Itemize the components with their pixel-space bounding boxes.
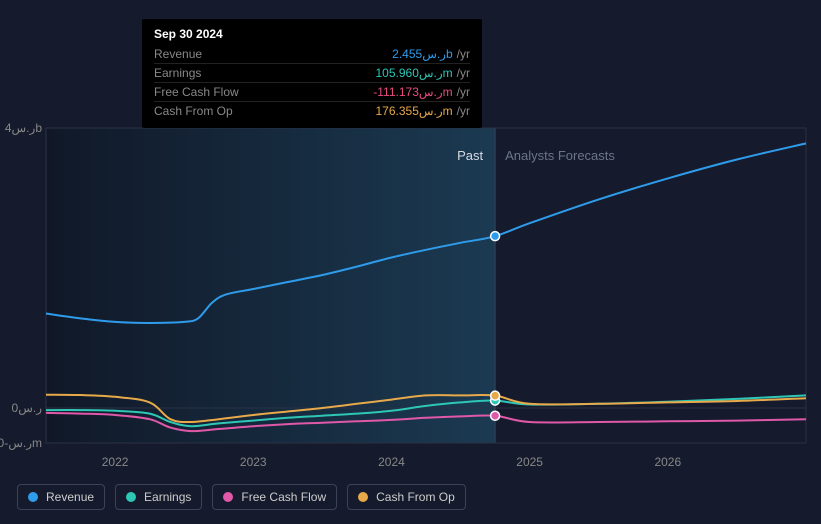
region-label-past: Past <box>457 148 483 163</box>
series-marker-fcf <box>491 411 500 420</box>
tooltip-metric-label: Free Cash Flow <box>154 85 264 99</box>
legend-item-fcf[interactable]: Free Cash Flow <box>212 484 337 510</box>
legend-label: Cash From Op <box>376 490 455 504</box>
series-marker-cfo <box>491 391 500 400</box>
legend-item-revenue[interactable]: Revenue <box>17 484 105 510</box>
chart-legend: Revenue Earnings Free Cash Flow Cash From O… <box>17 484 466 510</box>
tooltip-rows: Revenue 2.455ر.سb/yr Earnings 105.960ر.سm/y… <box>154 45 470 120</box>
legend-swatch-icon <box>28 492 38 502</box>
y-axis-tick-label: ر.س-500m <box>0 436 42 450</box>
tooltip-metric-value: -111.173ر.سm/yr <box>373 85 470 99</box>
x-axis-tick-label: 2026 <box>654 455 681 469</box>
tooltip-metric-value: 105.960ر.سm/yr <box>375 66 470 80</box>
legend-item-cfo[interactable]: Cash From Op <box>347 484 466 510</box>
tooltip-metric-label: Earnings <box>154 66 264 80</box>
tooltip-metric-value: 2.455ر.سb/yr <box>392 47 470 61</box>
legend-item-earnings[interactable]: Earnings <box>115 484 202 510</box>
y-axis-tick-label: ر.س4b <box>5 121 42 135</box>
legend-label: Revenue <box>46 490 94 504</box>
legend-swatch-icon <box>358 492 368 502</box>
legend-label: Earnings <box>144 490 191 504</box>
chart-svg <box>46 128 806 443</box>
financials-chart[interactable]: ر.س4bر.س0ر.س-500mPastAnalysts Forecasts2… <box>46 128 806 443</box>
chart-tooltip: Sep 30 2024 Revenue 2.455ر.سb/yr Earnings 1… <box>142 19 482 128</box>
tooltip-row: Cash From Op 176.355ر.سm/yr <box>154 102 470 120</box>
legend-swatch-icon <box>126 492 136 502</box>
x-axis-tick-label: 2024 <box>378 455 405 469</box>
tooltip-row: Free Cash Flow -111.173ر.سm/yr <box>154 83 470 102</box>
tooltip-metric-label: Revenue <box>154 47 264 61</box>
tooltip-row: Revenue 2.455ر.سb/yr <box>154 45 470 64</box>
series-marker-revenue <box>491 232 500 241</box>
tooltip-row: Earnings 105.960ر.سm/yr <box>154 64 470 83</box>
x-axis-tick-label: 2022 <box>102 455 129 469</box>
tooltip-metric-label: Cash From Op <box>154 104 264 118</box>
y-axis-tick-label: ر.س0 <box>12 401 42 415</box>
tooltip-date: Sep 30 2024 <box>154 27 470 41</box>
tooltip-metric-value: 176.355ر.سm/yr <box>375 104 470 118</box>
x-axis-tick-label: 2023 <box>240 455 267 469</box>
region-label-forecast: Analysts Forecasts <box>505 148 615 163</box>
x-axis-tick-label: 2025 <box>516 455 543 469</box>
legend-swatch-icon <box>223 492 233 502</box>
legend-label: Free Cash Flow <box>241 490 326 504</box>
